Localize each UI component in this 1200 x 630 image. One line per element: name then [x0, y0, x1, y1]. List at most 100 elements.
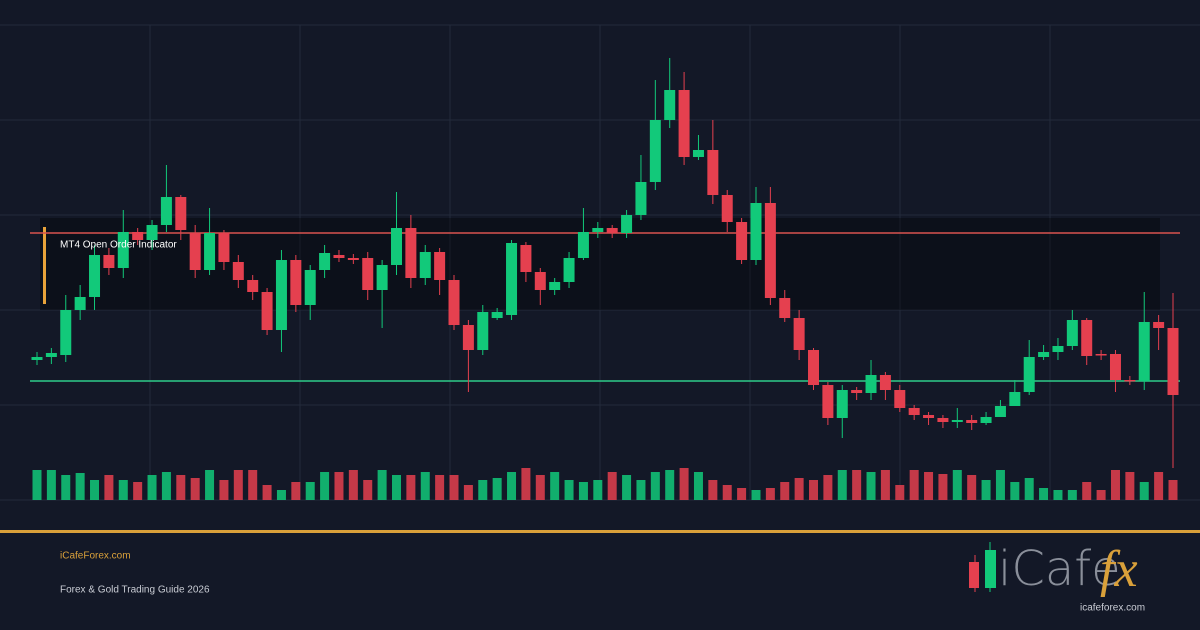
volume-bar	[1082, 482, 1092, 500]
volume-bar	[406, 475, 416, 500]
volume-bar	[334, 472, 344, 500]
candle-body	[1138, 322, 1150, 381]
candle-body	[621, 215, 633, 233]
candle-body	[160, 197, 172, 225]
candle-body	[376, 265, 388, 290]
volume-bar	[219, 480, 229, 500]
volume-bar	[981, 480, 991, 500]
candle-body	[290, 260, 302, 305]
volume-bar	[852, 470, 862, 500]
candle-body	[204, 233, 216, 270]
volume-bar	[90, 480, 100, 500]
candle-body	[879, 375, 891, 390]
volume-bar	[161, 472, 171, 500]
candle-body	[419, 252, 431, 278]
volume-bar	[665, 470, 675, 500]
volume-bar	[622, 475, 632, 500]
candle-body	[1052, 346, 1064, 352]
candle-body	[261, 292, 273, 330]
candle-body	[1167, 328, 1179, 395]
volume-bar	[1096, 490, 1106, 500]
candle-body	[577, 232, 589, 258]
volume-bar	[449, 475, 459, 500]
logo-candle	[969, 562, 979, 588]
volume-bar	[924, 472, 934, 500]
volume-bar	[837, 470, 847, 500]
volume-bar	[780, 482, 790, 500]
candle-body	[736, 222, 748, 260]
volume-bar	[420, 472, 430, 500]
volume-bar	[751, 490, 761, 500]
candle-body	[1109, 354, 1121, 380]
candle-body	[707, 150, 719, 195]
candle-body	[779, 298, 791, 318]
volume-bar	[507, 472, 517, 500]
volume-bar	[607, 472, 617, 500]
candle-body	[635, 182, 647, 215]
footer-subtitle: Forex & Gold Trading Guide 2026	[60, 585, 210, 596]
volume-bar	[435, 475, 445, 500]
volume-bar	[866, 472, 876, 500]
candle-body	[851, 390, 863, 393]
divider	[0, 530, 1200, 533]
volume-bar	[291, 482, 301, 500]
volume-bar	[1024, 478, 1034, 500]
volume-bar	[1139, 482, 1149, 500]
candle-body	[390, 228, 402, 265]
volume-bar	[880, 470, 890, 500]
candle-body	[822, 385, 834, 418]
volume-bar	[521, 468, 531, 500]
candle-body	[1023, 357, 1035, 392]
candle-body	[462, 325, 474, 350]
candle-body	[146, 225, 158, 240]
volume-bar	[737, 488, 747, 500]
volume-bar	[564, 480, 574, 500]
volume-bar	[233, 470, 243, 500]
candle-body	[31, 357, 43, 360]
candle-body	[347, 258, 359, 260]
volumes	[32, 468, 1178, 500]
candle-body	[692, 150, 704, 157]
volume-bar	[133, 482, 143, 500]
volume-bar	[1010, 482, 1020, 500]
candle-body	[189, 233, 201, 270]
candle-body	[994, 406, 1006, 417]
logo-accent: fx	[1100, 541, 1138, 598]
candle-body	[520, 245, 532, 272]
volume-bar	[377, 470, 387, 500]
candle-body	[721, 195, 733, 222]
candles	[31, 58, 1179, 468]
volume-bar	[895, 485, 905, 500]
volume-bar	[967, 475, 977, 500]
candle-body	[333, 255, 345, 258]
volume-bar	[535, 475, 545, 500]
candle-body	[232, 262, 244, 280]
candle-body	[980, 417, 992, 423]
candle-body	[836, 390, 848, 418]
candle-body	[592, 228, 604, 232]
logo-url: icafeforex.com	[1080, 603, 1145, 614]
volume-bar	[276, 490, 286, 500]
volume-bar	[722, 485, 732, 500]
candle-body	[103, 255, 115, 268]
candle-body	[1009, 392, 1021, 406]
volume-bar	[636, 480, 646, 500]
indicator-accent	[43, 227, 46, 304]
candle-body	[405, 228, 417, 278]
candle-body	[1066, 320, 1078, 346]
candle-body	[750, 203, 762, 260]
volume-bar	[650, 472, 660, 500]
candle-body	[966, 420, 978, 423]
candle-body	[362, 258, 374, 290]
candle-body	[1081, 320, 1093, 356]
candle-body	[434, 252, 446, 280]
volume-bar	[147, 475, 157, 500]
candle-body	[319, 253, 331, 270]
candle-body	[923, 415, 935, 418]
candle-body	[549, 282, 561, 290]
volume-bar	[794, 478, 804, 500]
volume-bar	[118, 480, 128, 500]
volume-bar	[492, 478, 502, 500]
candle-body	[664, 90, 676, 120]
